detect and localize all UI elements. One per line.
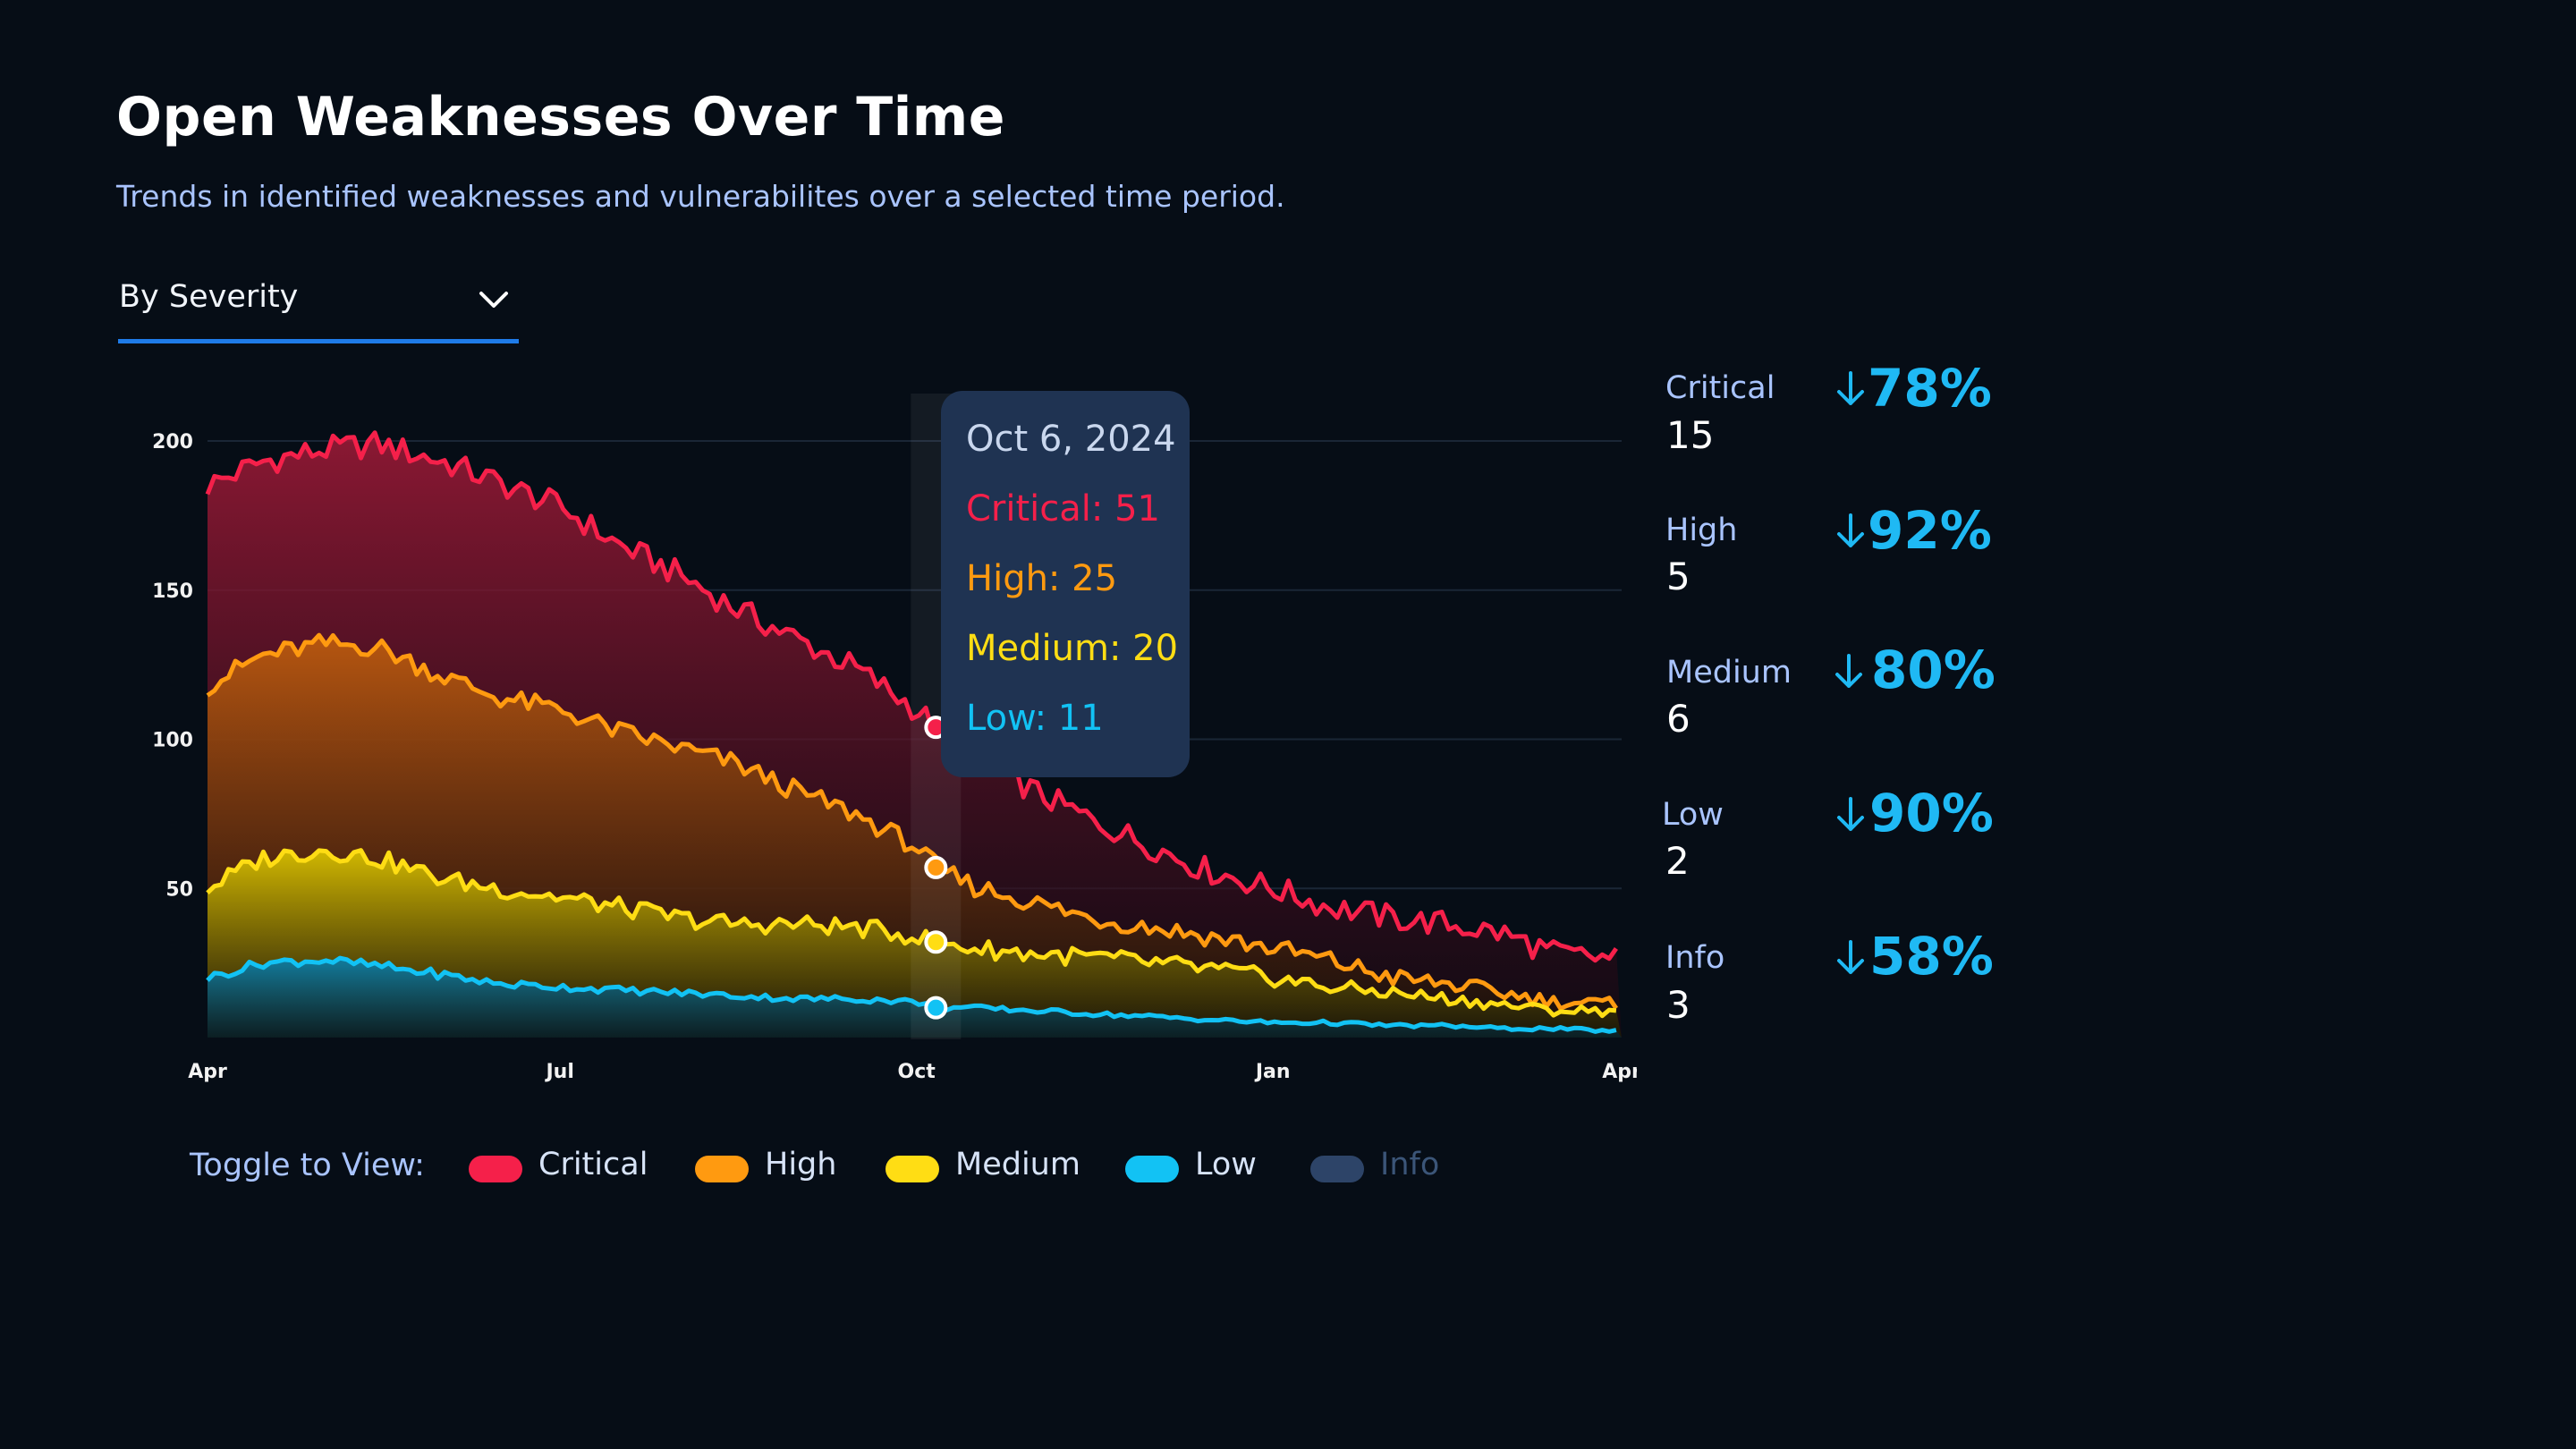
medium-series-line <box>206 848 1617 1019</box>
legend-label: Info <box>1380 1147 1440 1182</box>
stat-count: 6 <box>1666 697 1690 741</box>
y-tick-label: 50 <box>165 878 193 901</box>
stat-change: 90% <box>1869 783 1994 843</box>
x-tick-label: Oct <box>898 1061 936 1083</box>
legend-label: Low <box>1195 1147 1257 1182</box>
medium-hover-marker <box>924 930 948 954</box>
stat-count: 3 <box>1666 983 1690 1027</box>
high-hover-marker <box>924 855 948 879</box>
legend-swatch <box>469 1156 522 1182</box>
low-series-line <box>206 955 1617 1034</box>
stat-label: Info <box>1665 940 1725 976</box>
legend-label: Medium <box>955 1147 1080 1182</box>
x-tick-label: Apr <box>188 1061 227 1083</box>
stat-change: 92% <box>1868 500 1992 561</box>
tooltip-date: Oct 6, 2024 <box>966 419 1176 460</box>
page-subtitle: Trends in identified weaknesses and vuln… <box>116 179 1285 214</box>
severity-dropdown[interactable]: By Severity <box>118 274 519 343</box>
legend-title: Toggle to View: <box>190 1148 425 1183</box>
stat-count: 15 <box>1666 413 1715 457</box>
stat-count: 5 <box>1666 555 1690 598</box>
tooltip-low: Low: 11 <box>966 698 1104 739</box>
low-area <box>208 958 1622 1038</box>
low-hover-marker <box>924 996 948 1020</box>
legend-swatch <box>886 1156 939 1182</box>
y-tick-label: 100 <box>152 730 193 752</box>
stat-count: 2 <box>1665 839 1690 883</box>
dropdown-selected-value: By Severity <box>119 279 299 315</box>
stat-change: 80% <box>1871 640 1996 700</box>
arrow-down-icon <box>1837 371 1864 405</box>
chevron-down-icon <box>479 292 508 308</box>
severity-area-chart: 50 100 150 200 Apr Jul Oct Jan Apr <box>152 394 1637 1083</box>
stat-label: Medium <box>1666 655 1792 691</box>
stat-change: 78% <box>1868 358 1992 419</box>
y-tick-label: 150 <box>152 580 193 603</box>
stat-label: Critical <box>1665 370 1775 406</box>
page-title: Open Weaknesses Over Time <box>116 86 1006 148</box>
y-tick-label: 200 <box>152 431 193 453</box>
tooltip-high: High: 25 <box>966 558 1118 599</box>
x-tick-label: Apr <box>1602 1061 1637 1083</box>
stat-label: High <box>1665 513 1738 548</box>
legend-swatch <box>695 1156 749 1182</box>
legend-swatch <box>1310 1156 1364 1182</box>
tooltip-medium: Medium: 20 <box>966 628 1179 669</box>
arrow-down-icon <box>1837 940 1864 974</box>
arrow-down-icon <box>1837 513 1864 547</box>
hover-tooltip: Oct 6, 2024 Critical: 51 High: 25 Medium… <box>941 391 1190 777</box>
legend-label: Critical <box>538 1147 648 1182</box>
arrow-down-icon <box>1835 654 1862 688</box>
legend-swatch <box>1125 1156 1179 1182</box>
x-tick-label: Jul <box>544 1061 573 1083</box>
stat-change: 58% <box>1869 926 1994 987</box>
tooltip-critical: Critical: 51 <box>966 488 1160 530</box>
stat-label: Low <box>1662 797 1724 833</box>
arrow-down-icon <box>1837 797 1864 831</box>
high-series-line <box>206 632 1618 1011</box>
x-tick-label: Jan <box>1254 1061 1291 1083</box>
legend-label: High <box>765 1147 837 1182</box>
critical-series-line <box>205 430 1618 963</box>
